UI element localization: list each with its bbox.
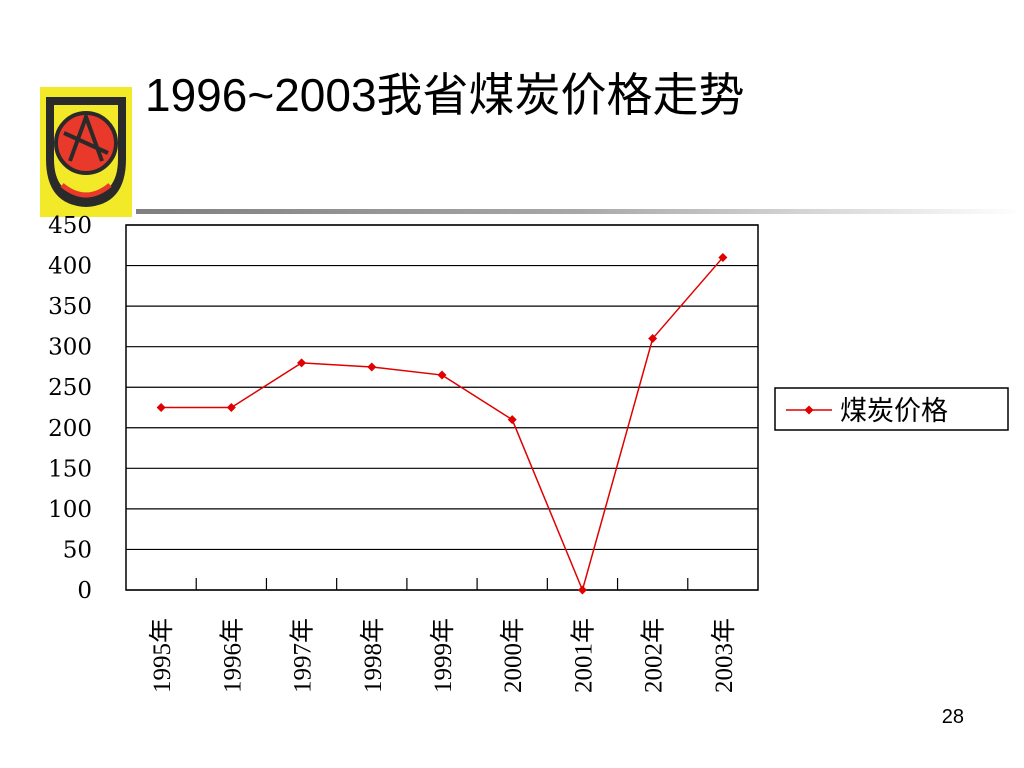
legend-label: 煤炭价格: [840, 396, 948, 427]
legend-marker: [804, 405, 814, 415]
legend-box: [774, 387, 1009, 431]
x-tick-label: 1995年: [148, 618, 176, 693]
y-tick-label: 200: [48, 416, 92, 442]
x-tick-label: 2002年: [640, 618, 668, 693]
data-point-marker: [648, 334, 658, 344]
y-tick-label: 0: [77, 578, 92, 604]
y-tick-label: 250: [48, 375, 92, 401]
title-divider: [136, 209, 1024, 214]
legend: 煤炭价格: [774, 387, 1009, 431]
x-tick-label: 1998年: [359, 618, 387, 693]
x-tick-label: 1996年: [218, 618, 246, 693]
y-tick-label: 400: [48, 254, 92, 280]
y-axis-ticks: 0 50 100 150 200 250 300 350 400 450: [48, 213, 92, 604]
series-line: [161, 256, 724, 593]
y-tick-label: 350: [48, 294, 92, 320]
data-point-marker: [718, 252, 728, 262]
data-point-marker: [367, 362, 377, 372]
data-point-marker: [156, 403, 166, 412]
x-tick-label: 2001年: [569, 618, 597, 693]
data-point-marker: [577, 585, 587, 595]
data-point-marker: [437, 370, 447, 380]
y-tick-label: 50: [63, 537, 92, 563]
series-coal-price: [156, 252, 728, 595]
y-tick-label: 150: [48, 456, 92, 482]
y-tick-label: 300: [48, 335, 92, 361]
x-tick-label: 1999年: [429, 618, 457, 693]
x-tick-label: 2003年: [710, 618, 738, 693]
page-number: 28: [941, 706, 964, 728]
data-point-marker: [226, 403, 236, 412]
x-axis-ticks: 1995年 1996年 1997年 1998年 1999年 2000年 2001年 2002年…: [148, 578, 738, 693]
y-tick-label: 450: [48, 213, 92, 239]
x-tick-label: 2000年: [499, 618, 527, 693]
x-tick-label: 1997年: [289, 618, 317, 693]
plot-area-frame: [125, 224, 759, 591]
slide-title: 1996~2003我省煤炭价格走势: [145, 69, 745, 121]
y-tick-label: 100: [48, 497, 92, 523]
data-point-marker: [507, 415, 517, 425]
institution-emblem-icon: [40, 87, 132, 217]
data-point-marker: [297, 358, 307, 368]
